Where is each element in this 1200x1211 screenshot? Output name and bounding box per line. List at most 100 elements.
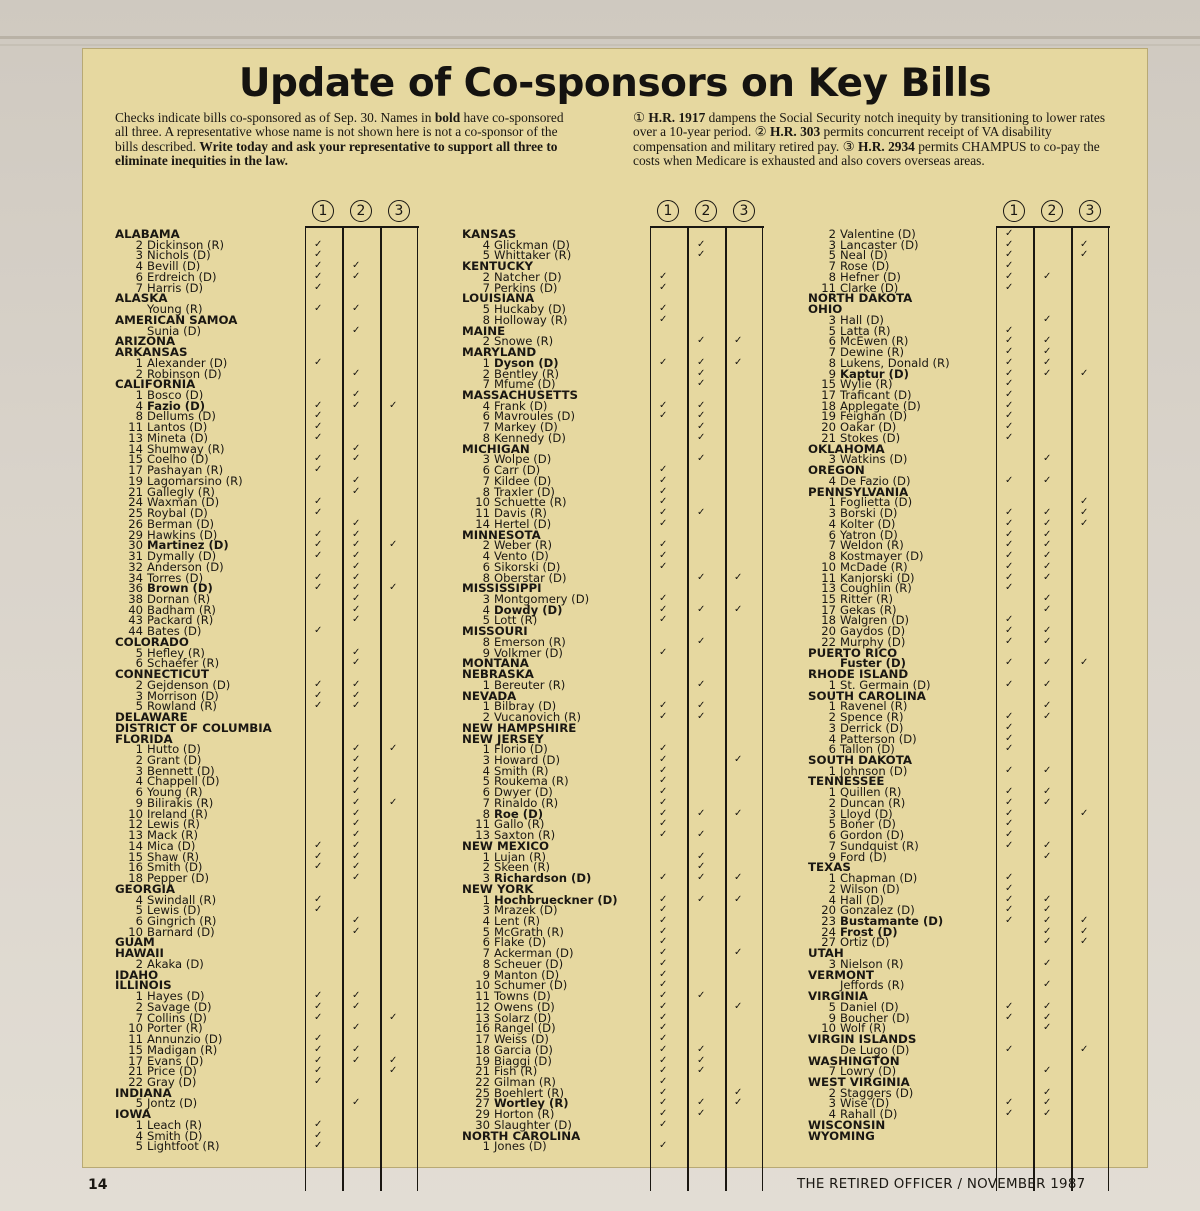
representative-name: Gekas (R) xyxy=(840,602,897,617)
representative-row: 13 Mack (R) ✓ xyxy=(115,829,419,841)
representative-name: Scheuer (D) xyxy=(494,956,564,971)
representative-name: Flake (D) xyxy=(494,935,547,950)
representative-row: 7 Harris (D) ✓ xyxy=(115,282,419,294)
check-mark: ✓ xyxy=(352,528,361,540)
check-mark: ✓ xyxy=(659,979,668,991)
representative-name: Dickinson (R) xyxy=(147,237,225,252)
state-heading: MICHIGAN xyxy=(462,441,530,456)
state-heading: DISTRICT OF COLUMBIA xyxy=(115,720,272,735)
district-number: 4 xyxy=(828,1107,836,1122)
representative-name: Hall (D) xyxy=(840,312,884,327)
check-mark: ✓ xyxy=(659,743,668,755)
representative-row: 6 Erdreich (D) ✓ ✓ xyxy=(115,271,419,283)
district-number: 30 xyxy=(475,1117,490,1132)
representative-row: 4 Vento (D) ✓ xyxy=(462,550,764,562)
check-mark: ✓ xyxy=(352,1043,361,1055)
representative-row: 4 Rahall (D) ✓ ✓ xyxy=(808,1107,1110,1122)
representative-name: Quillen (R) xyxy=(840,785,902,800)
check-mark: ✓ xyxy=(1043,796,1052,808)
representative-row: 3 Borski (D) ✓ ✓ ✓ xyxy=(808,507,1110,519)
check-mark: ✓ xyxy=(314,582,323,594)
check-mark: ✓ xyxy=(352,474,361,486)
representative-name: Bosco (D) xyxy=(147,388,204,403)
district-number: 2 xyxy=(135,677,143,692)
representative-name: Snowe (R) xyxy=(494,334,554,349)
check-mark: ✓ xyxy=(1005,378,1014,390)
check-mark: ✓ xyxy=(1005,260,1014,272)
representative-name: Barnard (D) xyxy=(147,924,215,939)
check-mark: ✓ xyxy=(1005,711,1014,723)
representative-name: Bilirakis (R) xyxy=(147,795,214,810)
district-number: 17 xyxy=(128,1053,143,1068)
representative-name: Bustamante (D) xyxy=(840,914,944,928)
representative-name: Skeen (R) xyxy=(494,860,551,875)
check-mark: ✓ xyxy=(389,399,398,411)
representative-row: 2 Valentine (D) ✓ xyxy=(808,228,1110,240)
representative-name: Wortley (R) xyxy=(494,1096,569,1111)
district-number: 27 xyxy=(821,935,836,950)
check-mark: ✓ xyxy=(352,517,361,529)
check-mark: ✓ xyxy=(352,539,361,551)
check-mark: ✓ xyxy=(314,507,323,519)
check-mark: ✓ xyxy=(314,249,323,261)
state-heading: WASHINGTON xyxy=(808,1053,900,1068)
check-mark: ✓ xyxy=(314,431,323,443)
district-number: 2 xyxy=(135,752,143,767)
representative-name: Torres (D) xyxy=(147,570,204,585)
check-mark: ✓ xyxy=(314,421,323,433)
representative-name: Bennett (D) xyxy=(147,763,215,778)
district-number: 31 xyxy=(128,549,143,564)
district-number: 20 xyxy=(821,624,836,639)
representative-row: 1 Bilbray (D) ✓ ✓ xyxy=(462,699,764,714)
representative-row: 19 Feighan (D) ✓ xyxy=(808,410,1110,423)
representative-name: Lowry (D) xyxy=(840,1064,897,1079)
check-mark: ✓ xyxy=(314,1054,323,1066)
district-number: 1 xyxy=(482,699,490,714)
representative-row: 3 Morrison (D) ✓ ✓ xyxy=(115,690,419,702)
representative-name: Glickman (D) xyxy=(494,237,570,252)
intro-run: ① xyxy=(633,110,649,125)
district-number: 30 xyxy=(128,538,143,553)
district-number: 1 xyxy=(828,699,836,714)
representative-row: 21 Gallegly (R) ✓ xyxy=(115,486,419,498)
check-mark: ✓ xyxy=(314,1129,323,1141)
intro-bold-run: H.R. 303 xyxy=(769,124,821,140)
district-number: 17 xyxy=(475,1032,490,1047)
check-mark: ✓ xyxy=(1005,1108,1014,1120)
check-mark: ✓ xyxy=(352,818,361,830)
check-mark: ✓ xyxy=(1005,410,1014,422)
representative-row: 8 Oberstar (D) ✓ ✓ xyxy=(462,572,764,584)
check-mark: ✓ xyxy=(352,807,361,819)
check-mark: ✓ xyxy=(1043,786,1052,798)
district-number: 3 xyxy=(135,763,143,778)
representative-row: 13 Saxton (R) ✓ ✓ xyxy=(462,829,764,841)
representative-row: 11 Davis (R) ✓ ✓ xyxy=(462,507,764,519)
representative-name: Huckaby (D) xyxy=(494,302,566,317)
check-mark: ✓ xyxy=(314,399,323,411)
check-mark: ✓ xyxy=(659,872,668,884)
representative-name: Young (R) xyxy=(147,302,203,317)
representative-row: 5 Roukema (R) ✓ xyxy=(462,776,764,788)
representative-row: 2 Dickinson (R) ✓ xyxy=(115,237,419,252)
representative-row: 11 Annunzio (D) ✓ xyxy=(115,1033,419,1045)
check-mark: ✓ xyxy=(352,582,361,594)
representative-row: 6 Young (R) ✓ xyxy=(115,786,419,798)
check-mark: ✓ xyxy=(659,764,668,776)
check-mark: ✓ xyxy=(314,1000,323,1012)
representative-row: 25 Boehlert (R) ✓ ✓ xyxy=(462,1087,764,1099)
representative-row: 7 Kildee (D) ✓ xyxy=(462,473,764,488)
check-mark: ✓ xyxy=(1005,270,1014,282)
district-number: 9 xyxy=(828,849,836,864)
representative-row: De Lugo (D) ✓ ✓ xyxy=(808,1042,1110,1057)
district-number: 10 xyxy=(128,1021,143,1036)
representative-name: De Lugo (D) xyxy=(840,1042,910,1057)
representative-row: 4 Smith (D) ✓ xyxy=(115,1129,419,1142)
representative-name: Dyson (D) xyxy=(494,355,559,370)
state-heading: OREGON xyxy=(808,463,865,478)
district-number: 7 xyxy=(482,473,490,488)
intro-run: Checks indicate bills co-sponsored as of… xyxy=(115,110,435,125)
check-mark: ✓ xyxy=(697,700,706,712)
representative-name: Gejdenson (D) xyxy=(147,677,231,692)
representative-row: 14 Shumway (R) ✓ xyxy=(115,443,419,455)
